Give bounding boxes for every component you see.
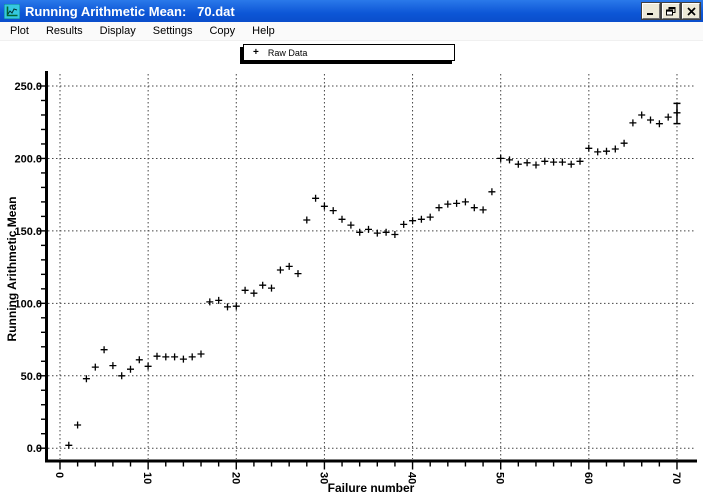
y-tick-label: 100.0: [14, 298, 42, 310]
plus-marker-icon: +: [253, 46, 259, 58]
menu-item-results[interactable]: Results: [45, 25, 83, 37]
close-button[interactable]: [682, 3, 700, 19]
y-tick-label: 150.0: [14, 226, 42, 238]
x-tick-label: 60: [582, 472, 594, 484]
window-title: Running Arithmetic Mean: 70.dat: [25, 3, 235, 19]
chart-plot: 0 10 20 30 40 50 60 70 0.0 50.0 100.0 150.0 200.0 250…: [5, 71, 697, 495]
x-tick-label: 40: [406, 472, 418, 484]
y-axis-title: Running Arithmetic Mean: [5, 197, 19, 342]
menu-item-settings[interactable]: Settings: [152, 25, 193, 37]
data-points-raw-data: [65, 109, 681, 449]
x-tick-label: 10: [141, 472, 153, 484]
x-tick-label: 0: [53, 472, 65, 478]
legend-label: Raw Data: [267, 47, 308, 58]
x-axis-title: Failure number: [328, 481, 415, 495]
y-tick-label: 200.0: [14, 153, 42, 165]
chart-app-icon: [4, 3, 20, 19]
titlebar[interactable]: Running Arithmetic Mean: 70.dat: [0, 0, 703, 22]
y-tick-label: 50.0: [21, 371, 42, 383]
window-controls: [642, 3, 700, 19]
x-tick-label: 70: [670, 472, 682, 484]
menu-item-copy[interactable]: Copy: [209, 25, 236, 37]
y-tick-label: 250.0: [14, 81, 42, 93]
x-tick-label: 50: [494, 472, 506, 484]
menu-item-plot[interactable]: Plot: [10, 25, 29, 37]
menubar: Plot Results Display Settings Copy Help: [0, 22, 703, 41]
last-point-error-bar: [673, 102, 681, 125]
plot-content: + Raw Data 0 10 20 30 40 50 60 70 0.0 50.0 100.0 15…: [0, 41, 703, 496]
close-icon: [686, 6, 696, 16]
minimize-button[interactable]: [642, 3, 660, 19]
minimize-icon: [647, 12, 653, 15]
restore-icon: [666, 6, 676, 15]
menu-item-display[interactable]: Display: [99, 25, 136, 37]
menu-item-help[interactable]: Help: [252, 25, 275, 37]
legend-box: + Raw Data: [243, 44, 455, 61]
y-tick-label: 0.0: [27, 443, 42, 455]
x-tick-label: 20: [229, 472, 241, 484]
restore-button[interactable]: [662, 3, 680, 19]
x-tick-label: 30: [317, 472, 329, 484]
